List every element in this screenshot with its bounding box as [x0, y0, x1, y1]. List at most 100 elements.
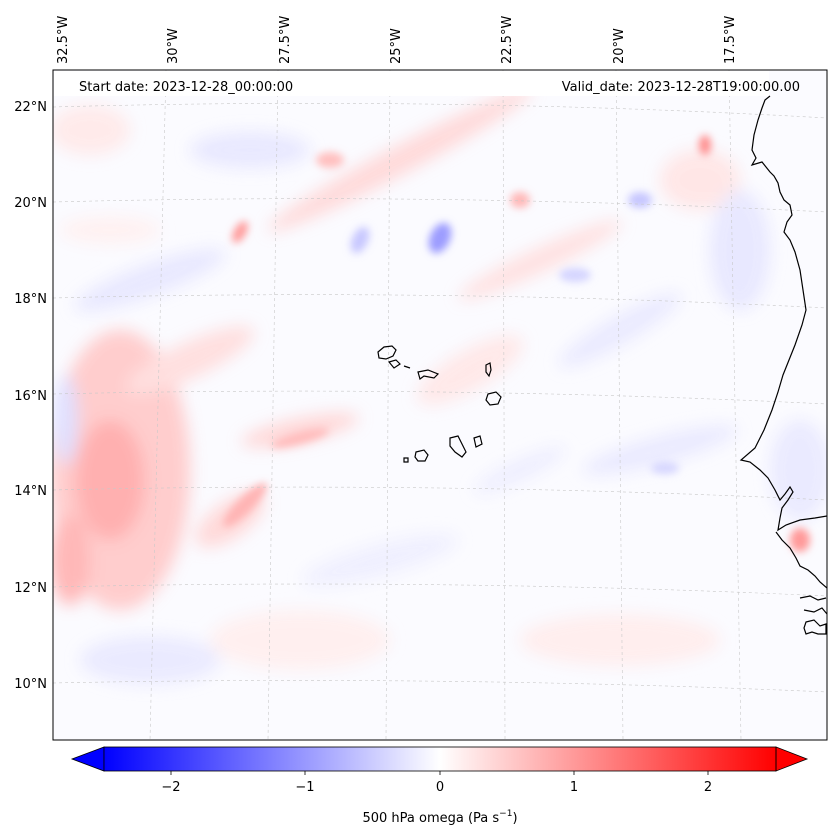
date-header-band — [54, 71, 769, 96]
omega-patch — [582, 425, 738, 475]
valid-date-label: Valid_date: 2023-12-28T19:00:00.00 — [562, 80, 800, 95]
meridian-line — [267, 70, 279, 740]
latitude-labels: 22°N 20°N 18°N 16°N 14°N 12°N 10°N — [14, 100, 47, 692]
omega-patch — [417, 335, 523, 405]
omega-cell — [270, 428, 330, 448]
omega-patch — [267, 88, 533, 232]
lon-label: 32.5°W — [56, 16, 71, 64]
gridlines — [53, 70, 827, 740]
omega-patch — [660, 150, 740, 210]
island-sao-vicente — [387, 359, 401, 369]
omega-patch — [53, 105, 130, 155]
omega-cell — [428, 222, 452, 254]
colorbar-extend-left — [70, 746, 105, 772]
colorbar-extend-right — [775, 746, 809, 772]
parallel-line — [53, 103, 827, 119]
lat-label: 18°N — [14, 292, 47, 307]
bissagos-islands — [803, 619, 827, 635]
omega-patch — [474, 447, 566, 493]
lat-label: 12°N — [14, 581, 47, 596]
lon-label: 20°W — [612, 28, 627, 64]
longitude-labels: 32.5°W 30°W 27.5°W 25°W 22.5°W 20°W 17.5… — [56, 16, 738, 64]
parallel-line — [53, 198, 827, 213]
omega-patch — [710, 190, 770, 310]
omega-cell — [350, 226, 370, 254]
island-sal — [485, 362, 492, 378]
omega-patch — [241, 412, 359, 448]
africa-coastline — [775, 531, 827, 589]
parallel-line — [53, 390, 827, 405]
omega-cell — [628, 192, 652, 208]
omega-patch — [126, 326, 254, 394]
parallel-line — [53, 583, 827, 597]
colorbar-tick-label: −2 — [161, 780, 180, 795]
colorbar-title-main: 500 hPa omega (Pa s — [362, 811, 499, 826]
lon-label: 17.5°W — [723, 16, 738, 64]
island-santa-luzia — [403, 365, 411, 369]
parallel-line — [53, 486, 827, 501]
lat-label: 16°N — [14, 389, 47, 404]
map-panel: Start date: 2023-12-28_00:00:00 Valid_da… — [52, 69, 828, 741]
africa-coastline — [799, 595, 827, 601]
lat-label: 20°N — [14, 196, 47, 211]
colorbar-ticks — [170, 771, 709, 775]
lon-label: 27.5°W — [278, 16, 293, 64]
omega-cell — [232, 221, 248, 243]
omega-patch — [558, 292, 682, 368]
omega-cell — [559, 268, 591, 282]
meridian-line — [149, 70, 167, 740]
omega-patch — [458, 220, 622, 300]
lon-label: 22.5°W — [500, 16, 515, 64]
omega-patch — [75, 420, 145, 540]
omega-cell — [651, 462, 679, 474]
colorbar-tick-label: −1 — [295, 780, 314, 795]
omega-patch — [302, 534, 458, 586]
parallel-line — [53, 680, 827, 693]
meridian-line — [502, 70, 506, 740]
omega-cell — [316, 152, 344, 168]
colorbar-tick-label: 0 — [436, 780, 444, 795]
colorbar: −2 −1 0 1 2 500 hPa omega (Pa s−1) — [70, 746, 809, 826]
meridian-line — [728, 70, 742, 740]
colorbar-tick-label: 1 — [570, 780, 578, 795]
start-date-label: Start date: 2023-12-28_00:00:00 — [79, 80, 293, 95]
colorbar-title-end: ) — [512, 811, 517, 826]
parallel-line — [53, 294, 827, 309]
map-frame — [52, 69, 828, 741]
omega-cell — [223, 483, 267, 527]
meridian-line — [385, 70, 391, 740]
omega-cell — [510, 192, 530, 208]
meridian-line — [615, 70, 624, 740]
lon-label: 25°W — [389, 28, 404, 64]
omega-cell — [790, 528, 810, 552]
colorbar-gradient — [104, 747, 776, 771]
omega-patch — [74, 248, 226, 312]
island-fogo — [414, 449, 429, 462]
omega-patch — [80, 636, 220, 684]
island-sao-nicolau — [417, 369, 440, 381]
island-boa-vista — [485, 391, 502, 406]
colorbar-title: 500 hPa omega (Pa s−1) — [362, 809, 517, 826]
colorbar-tick-label: 2 — [704, 780, 712, 795]
omega-field — [53, 88, 827, 684]
omega-patch — [520, 614, 720, 666]
island-maio — [473, 435, 483, 448]
africa-coastline — [739, 95, 827, 532]
omega-patch — [770, 420, 827, 520]
lat-label: 14°N — [14, 484, 47, 499]
island-santo-antao — [377, 345, 397, 360]
omega-patch — [53, 515, 90, 605]
lat-label: 10°N — [14, 677, 47, 692]
omega-patch — [60, 216, 160, 244]
coastlines — [377, 95, 827, 635]
omega-cell — [699, 135, 711, 155]
island-brava — [403, 457, 409, 463]
island-santiago — [449, 435, 467, 458]
lat-label: 22°N — [14, 100, 47, 115]
colorbar-title-superscript: −1 — [499, 809, 512, 819]
omega-patch — [190, 132, 310, 168]
omega-patch — [54, 375, 78, 465]
lon-label: 30°W — [166, 28, 181, 64]
omega-patch — [210, 610, 390, 670]
